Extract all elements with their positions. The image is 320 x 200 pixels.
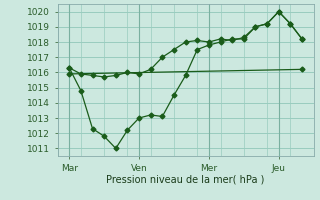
X-axis label: Pression niveau de la mer( hPa ): Pression niveau de la mer( hPa ) xyxy=(107,174,265,184)
